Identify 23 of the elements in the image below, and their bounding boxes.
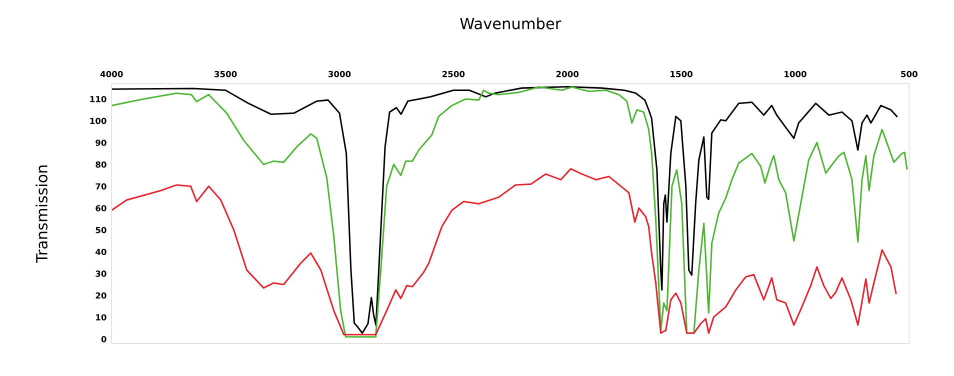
x-tick-label: 1500	[670, 70, 692, 78]
y-tick-label: 70	[96, 183, 106, 190]
x-axis-title: Wavenumber	[460, 17, 562, 30]
x-tick-label: 500	[901, 70, 918, 78]
x-tick-label: 4000	[100, 70, 123, 78]
y-tick-label: 60	[96, 205, 106, 212]
y-tick-label: 90	[96, 140, 106, 146]
x-tick-label: 3000	[328, 70, 351, 78]
x-tick-label: 1000	[784, 70, 806, 78]
y-tick-label: 30	[96, 270, 106, 277]
y-tick-label: 40	[96, 248, 106, 256]
y-tick-label: 10	[96, 314, 106, 320]
y-tick-label: 110	[90, 96, 106, 102]
y-tick-label: 20	[96, 292, 106, 299]
x-tick-label: 3500	[214, 70, 237, 78]
line-series	[112, 168, 897, 336]
y-tick-label: 50	[96, 226, 106, 234]
y-axis-title: Transmission	[36, 166, 48, 263]
x-tick-label: 2000	[556, 70, 579, 78]
y-tick-label: 0	[101, 336, 106, 342]
y-tick-label: 100	[90, 118, 106, 124]
x-tick-label: 2500	[442, 70, 465, 78]
y-tick-label: 80	[96, 161, 106, 168]
